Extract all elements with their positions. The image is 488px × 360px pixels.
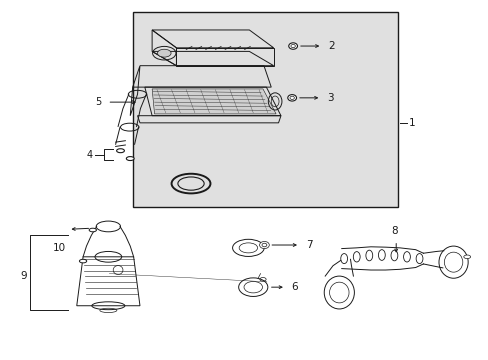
Ellipse shape (463, 255, 469, 258)
Text: 7: 7 (305, 240, 312, 250)
Ellipse shape (126, 157, 134, 161)
Text: 4: 4 (86, 150, 93, 159)
Ellipse shape (89, 228, 96, 232)
Text: 10: 10 (52, 243, 65, 253)
Ellipse shape (116, 149, 124, 153)
Polygon shape (152, 89, 276, 114)
Circle shape (259, 242, 269, 249)
Text: 1: 1 (408, 118, 415, 128)
Ellipse shape (288, 43, 297, 49)
Ellipse shape (79, 259, 86, 263)
Text: 2: 2 (327, 41, 334, 51)
Text: 6: 6 (291, 282, 298, 292)
Text: 8: 8 (390, 226, 397, 237)
Text: 5: 5 (95, 97, 101, 107)
Text: 9: 9 (20, 271, 27, 282)
Ellipse shape (287, 95, 296, 101)
Bar (132, 12, 397, 207)
Text: 3: 3 (326, 93, 333, 103)
Ellipse shape (157, 49, 171, 57)
